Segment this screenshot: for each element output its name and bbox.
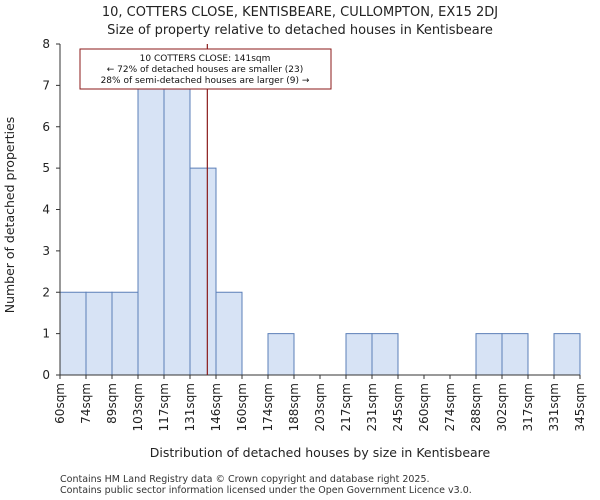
x-tick-label: 260sqm [417,383,431,431]
bar-103sqm [137,84,165,376]
x-tick-label: 217sqm [339,383,353,431]
x-tick-label: 89sqm [105,383,119,424]
bar-74sqm [85,291,113,376]
x-tick-label: 288sqm [469,383,483,431]
footer-line2: Contains public sector information licen… [60,485,472,496]
x-tick-label: 188sqm [287,383,301,431]
x-axis-ticks: 60sqm 74sqm 89sqm 103sqm 117sqm 131sqm 146sqm 1… [53,375,587,431]
annotation-box: 10 COTTERS CLOSE: 141sqm ← 72% of detach… [79,48,332,90]
x-tick-label: 60sqm [53,383,67,424]
x-tick-label: 74sqm [79,383,93,424]
y-tick-label: 3 [42,244,50,258]
x-tick-label: 103sqm [131,383,145,431]
bar-117sqm [163,84,191,376]
x-tick-label: 331sqm [547,383,561,431]
x-tick-label: 160sqm [235,383,249,431]
x-tick-label: 117sqm [157,383,171,431]
x-tick-label: 131sqm [183,383,197,431]
bar-217sqm [345,333,373,376]
x-tick-label: 146sqm [209,383,223,431]
bar-288sqm [475,333,503,376]
y-axis-label: Number of detached properties [2,117,17,314]
bar-146sqm [215,291,243,376]
y-tick-label: 1 [42,327,50,341]
y-tick-label: 4 [42,203,50,217]
annotation-frame [79,48,332,90]
x-tick-label: 345sqm [573,383,587,431]
annotation-line1: 10 COTTERS CLOSE: 141sqm [140,54,271,64]
y-tick-label: 7 [42,78,50,92]
y-tick-label: 5 [42,161,50,175]
bar-89sqm [111,291,139,376]
y-axis-ticks: 0 1 2 3 4 5 6 7 8 [42,37,60,382]
x-tick-label: 302sqm [495,383,509,431]
annotation-line2: ← 72% of detached houses are smaller (23… [107,65,304,75]
bar-231sqm [371,333,399,376]
chart-title-line1: 10, COTTERS CLOSE, KENTISBEARE, CULLOMPT… [102,5,498,20]
x-tick-label: 317sqm [521,383,535,431]
x-axis-label: Distribution of detached houses by size … [150,445,491,460]
y-tick-label: 0 [42,368,50,382]
x-tick-label: 203sqm [313,383,327,431]
bar-131sqm [189,167,217,376]
bar-174sqm [267,333,295,376]
y-tick-label: 6 [42,120,50,134]
x-tick-label: 245sqm [391,383,405,431]
footer-line1: Contains HM Land Registry data © Crown c… [60,474,430,485]
x-tick-label: 174sqm [261,383,275,431]
bar-302sqm [501,333,529,376]
x-tick-label: 274sqm [443,383,457,431]
y-tick-label: 2 [42,285,50,299]
bar-331sqm [553,333,581,376]
bar-60sqm [59,291,87,376]
chart-title-line2: Size of property relative to detached ho… [107,23,493,38]
x-tick-label: 231sqm [365,383,379,431]
y-tick-label: 8 [42,37,50,51]
bars-group [59,84,581,376]
annotation-line3: 28% of semi-detached houses are larger (… [101,76,310,86]
